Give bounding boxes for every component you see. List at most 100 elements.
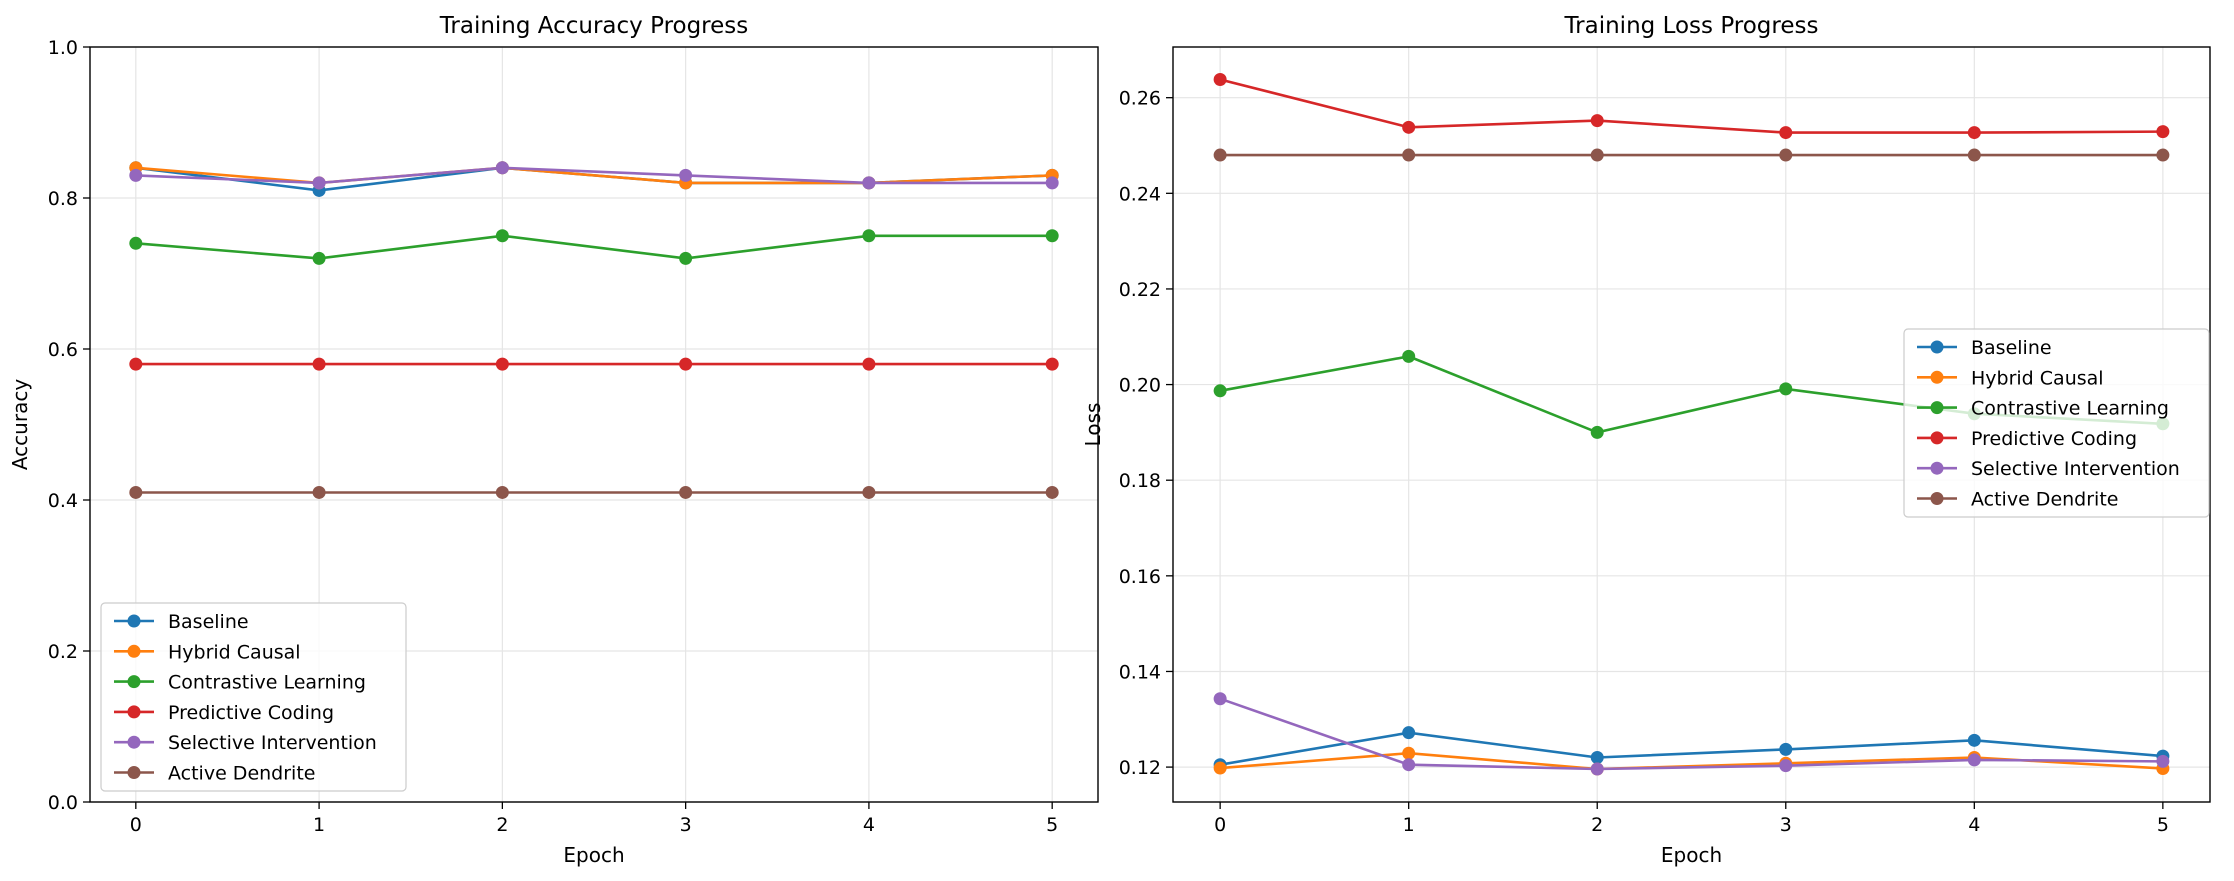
- data-point: [1779, 148, 1793, 162]
- data-point: [495, 357, 509, 371]
- legend-marker: [127, 614, 141, 628]
- data-point: [129, 236, 143, 250]
- y-tick-label: 0.14: [1119, 661, 1161, 683]
- legend-marker: [1930, 340, 1944, 354]
- data-point: [862, 357, 876, 371]
- series-active-dendrite: [1213, 148, 2170, 162]
- legend-item: Active Dendrite: [1917, 489, 2118, 511]
- legend-label: Predictive Coding: [1971, 428, 2137, 450]
- data-point: [1779, 759, 1793, 773]
- data-point: [1045, 229, 1059, 243]
- data-point: [1779, 382, 1793, 396]
- legend-label: Baseline: [1971, 337, 2052, 359]
- data-point: [1590, 148, 1604, 162]
- data-point: [2156, 148, 2170, 162]
- x-tick-label: 1: [313, 814, 325, 836]
- data-point: [862, 176, 876, 190]
- legend-item: Selective Intervention: [1917, 458, 2180, 480]
- data-point: [1045, 357, 1059, 371]
- legend-label: Hybrid Causal: [1971, 367, 2104, 389]
- series-active-dendrite: [129, 485, 1059, 499]
- x-axis-label: Epoch: [563, 843, 624, 867]
- data-point: [1967, 126, 1981, 140]
- legend-label: Contrastive Learning: [168, 672, 366, 694]
- x-tick-label: 0: [1214, 814, 1226, 836]
- data-point: [1402, 758, 1416, 772]
- y-tick-label: 1.0: [48, 37, 78, 59]
- legend-item: Hybrid Causal: [114, 641, 301, 663]
- chart-title: Training Accuracy Progress: [439, 13, 749, 39]
- legend-item: Predictive Coding: [1917, 428, 2137, 450]
- chart-panel-1: 0 1 2 3 4 5 0.12 0.14 0.16 0.18 0.20 0.22 0.24 0.26 Tr…: [1081, 13, 2211, 867]
- legend-label: Predictive Coding: [168, 702, 334, 724]
- series-predictive-coding: [129, 357, 1059, 371]
- y-tick-label: 0.2: [48, 641, 78, 663]
- data-point: [1213, 761, 1227, 775]
- series-predictive-coding: [1213, 73, 2170, 140]
- y-tick-label: 0.26: [1119, 88, 1161, 110]
- data-point: [1045, 485, 1059, 499]
- series-line: [1219, 78, 2163, 134]
- data-point: [312, 357, 326, 371]
- legend-marker: [127, 705, 141, 719]
- data-point: [1402, 746, 1416, 760]
- chart-title: Training Loss Progress: [1564, 13, 1819, 39]
- series-selective-intervention: [129, 161, 1059, 190]
- data-point: [1967, 753, 1981, 767]
- legend-label: Selective Intervention: [168, 732, 377, 754]
- y-tick-label: 0.0: [48, 792, 78, 814]
- data-point: [1402, 726, 1416, 740]
- legend-marker: [1930, 370, 1944, 384]
- data-point: [1967, 148, 1981, 162]
- data-point: [2156, 754, 2170, 768]
- data-point: [1213, 148, 1227, 162]
- legend-marker: [127, 766, 141, 779]
- x-tick-label: 4: [863, 814, 875, 836]
- data-point: [862, 229, 876, 243]
- data-point: [312, 485, 326, 499]
- series-contrastive-learning: [129, 229, 1059, 265]
- data-point: [1213, 384, 1227, 398]
- x-tick-label: 3: [680, 814, 692, 836]
- x-axis-label: Epoch: [1661, 843, 1722, 867]
- legend: Baseline Hybrid Causal Contrastive Learnin…: [100, 602, 407, 792]
- data-point: [1590, 751, 1604, 765]
- y-tick-label: 0.20: [1119, 375, 1161, 397]
- legend-item: Contrastive Learning: [1917, 398, 2169, 420]
- legend-item: Contrastive Learning: [114, 672, 366, 694]
- x-tick-label: 5: [2157, 814, 2169, 836]
- data-point: [2156, 125, 2170, 139]
- legend-label: Selective Intervention: [1971, 458, 2180, 480]
- data-point: [679, 168, 693, 182]
- data-point: [862, 485, 876, 499]
- legend-item: Selective Intervention: [114, 732, 377, 754]
- legend-label: Active Dendrite: [1971, 489, 2118, 511]
- data-point: [1213, 73, 1227, 87]
- data-point: [129, 485, 143, 499]
- data-point: [1590, 114, 1604, 128]
- legend-label: Baseline: [168, 611, 249, 633]
- legend: Baseline Hybrid Causal Contrastive Learnin…: [1903, 328, 2210, 518]
- x-tick-label: 2: [496, 814, 508, 836]
- legend-item: Baseline: [114, 611, 249, 633]
- y-tick-label: 0.8: [48, 188, 78, 210]
- axes-frame: [1172, 46, 2211, 803]
- data-point: [1779, 126, 1793, 140]
- data-point: [1402, 349, 1416, 363]
- series-line: [135, 234, 1053, 260]
- data-point: [495, 229, 509, 243]
- legend-marker: [127, 644, 141, 658]
- x-tick-label: 5: [1046, 814, 1058, 836]
- data-point: [679, 251, 693, 265]
- data-point: [1213, 692, 1227, 706]
- data-point: [129, 357, 143, 371]
- legend-marker: [1930, 431, 1944, 445]
- data-point: [312, 176, 326, 190]
- data-point: [312, 251, 326, 265]
- x-tick-label: 1: [1403, 814, 1415, 836]
- legend-marker: [1930, 401, 1944, 415]
- data-point: [1590, 425, 1604, 439]
- legend-box: [100, 602, 407, 792]
- y-axis-label: Accuracy: [8, 379, 32, 470]
- legend-marker: [1930, 461, 1944, 475]
